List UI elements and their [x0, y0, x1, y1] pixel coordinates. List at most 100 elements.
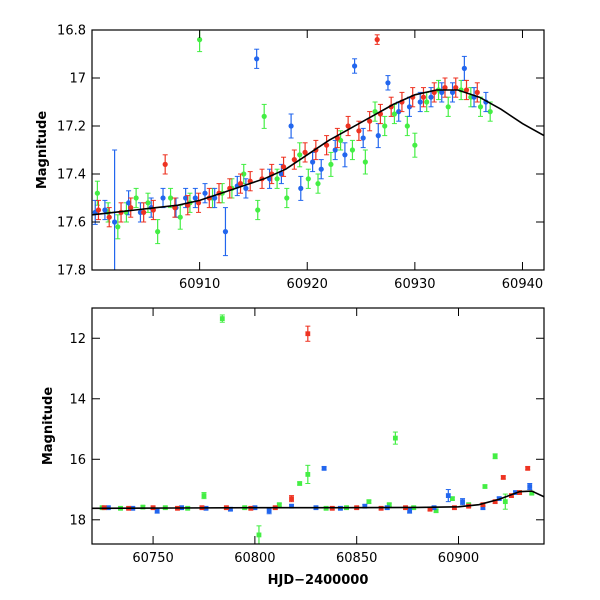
- data-point-green: [297, 481, 303, 486]
- data-point-red: [162, 161, 168, 167]
- upper-panel-zoom: 60910 60920 60930 60940 16.8 17 17.2 17.4 17.6 17…: [35, 24, 545, 292]
- data-point-green: [372, 109, 378, 115]
- data-point-blue: [288, 123, 294, 129]
- data-point-blue: [362, 503, 368, 509]
- x-tick-label: 60900: [438, 551, 479, 566]
- model-curve: [92, 89, 544, 216]
- data-point-green: [297, 152, 303, 158]
- data-point-green: [424, 99, 430, 105]
- data-point-green: [492, 453, 498, 459]
- data-point-green: [261, 113, 267, 119]
- data-point-blue: [154, 508, 160, 514]
- data-point-blue: [243, 185, 249, 191]
- x-tick-label: 60920: [287, 277, 328, 292]
- data-point-red: [525, 465, 531, 471]
- data-point-red: [442, 85, 448, 91]
- y-tick-label: 16.8: [57, 24, 86, 39]
- data-point-green: [404, 123, 410, 129]
- data-point-blue: [480, 505, 486, 511]
- data-point-green: [305, 176, 311, 182]
- data-point-blue: [102, 207, 108, 213]
- data-point-green: [241, 171, 247, 177]
- data-point-blue: [192, 195, 198, 201]
- data-point-green: [94, 190, 100, 196]
- data-point-blue: [428, 94, 434, 100]
- data-point-red: [324, 142, 330, 148]
- data-point-blue: [112, 219, 118, 225]
- data-point-blue: [351, 63, 358, 69]
- data-point-blue: [439, 89, 445, 95]
- model-curve: [92, 490, 544, 510]
- data-point-blue: [160, 195, 166, 201]
- data-point-blue: [212, 195, 218, 201]
- data-point-blue: [407, 508, 413, 514]
- data-point-green: [201, 493, 207, 498]
- data-point-blue: [332, 147, 338, 153]
- data-point-red: [106, 214, 112, 220]
- data-point-blue: [183, 195, 189, 201]
- data-point-red: [500, 475, 506, 480]
- data-point-blue: [527, 484, 533, 489]
- data-point-green: [529, 490, 535, 496]
- data-point-green: [382, 123, 388, 129]
- data-point-blue: [289, 503, 294, 509]
- x-axis-label: HJD−2400000: [268, 573, 369, 588]
- data-point-green: [167, 195, 174, 201]
- y-tick-label: 18: [69, 513, 86, 528]
- x-tick-label: 60850: [336, 551, 377, 566]
- data-point-blue: [298, 185, 304, 191]
- y-tick-label: 17.2: [57, 120, 86, 135]
- data-point-red: [480, 502, 486, 508]
- data-point-red: [289, 496, 294, 502]
- y-tick-label: 14: [69, 392, 86, 407]
- data-point-red: [374, 37, 380, 43]
- data-point-blue: [396, 109, 402, 115]
- upper-panel-frame: [91, 29, 545, 271]
- data-point-green: [315, 181, 321, 187]
- data-point-green: [133, 195, 139, 201]
- data-point-red: [291, 157, 297, 163]
- data-point-blue: [460, 499, 465, 505]
- upper-panel-marks: [92, 30, 544, 270]
- data-point-red: [237, 181, 244, 187]
- data-point-red: [356, 128, 362, 134]
- data-point-blue: [254, 56, 260, 62]
- data-point-green: [276, 502, 282, 508]
- data-point-red: [463, 87, 470, 93]
- data-point-blue: [461, 65, 467, 71]
- data-point-blue: [449, 89, 456, 95]
- data-point-green: [391, 111, 398, 117]
- x-tick-label: 60940: [502, 277, 543, 292]
- upper-panel-axes: 60910 60920 60930 60940 16.8 17 17.2 17.4 17.6 17…: [57, 24, 544, 292]
- data-point-green: [392, 435, 398, 441]
- data-point-green: [477, 104, 484, 110]
- y-tick-label: 17: [69, 72, 86, 87]
- data-point-blue: [278, 171, 285, 177]
- lower-panel-full: 60750 60800 60850 60900 12 14 16 18 Magnitude H…: [41, 307, 545, 588]
- data-point-red: [305, 331, 311, 337]
- data-point-green: [487, 109, 493, 115]
- data-point-blue: [360, 135, 366, 141]
- data-point-green: [155, 229, 161, 235]
- data-point-green: [449, 496, 455, 502]
- data-point-blue: [445, 493, 451, 498]
- data-point-red: [128, 205, 134, 211]
- data-point-green: [362, 159, 368, 165]
- data-point-red: [420, 94, 427, 100]
- lower-panel-axes: 60750 60800 60850 60900 12 14 16 18: [69, 308, 544, 566]
- data-point-blue: [321, 465, 327, 471]
- x-tick-label: 60800: [234, 551, 275, 566]
- data-point-blue: [228, 506, 233, 512]
- data-point-green: [115, 224, 121, 230]
- data-point-green: [255, 207, 261, 213]
- data-point-green: [502, 499, 508, 505]
- data-point-green: [482, 484, 488, 489]
- upper-panel-y-axis-label: Magnitude: [35, 111, 50, 190]
- data-point-blue: [318, 166, 324, 172]
- data-point-red: [474, 89, 480, 95]
- data-point-green: [433, 508, 439, 514]
- data-point-green: [145, 200, 151, 206]
- data-point-green: [284, 195, 290, 201]
- data-point-blue: [342, 152, 348, 158]
